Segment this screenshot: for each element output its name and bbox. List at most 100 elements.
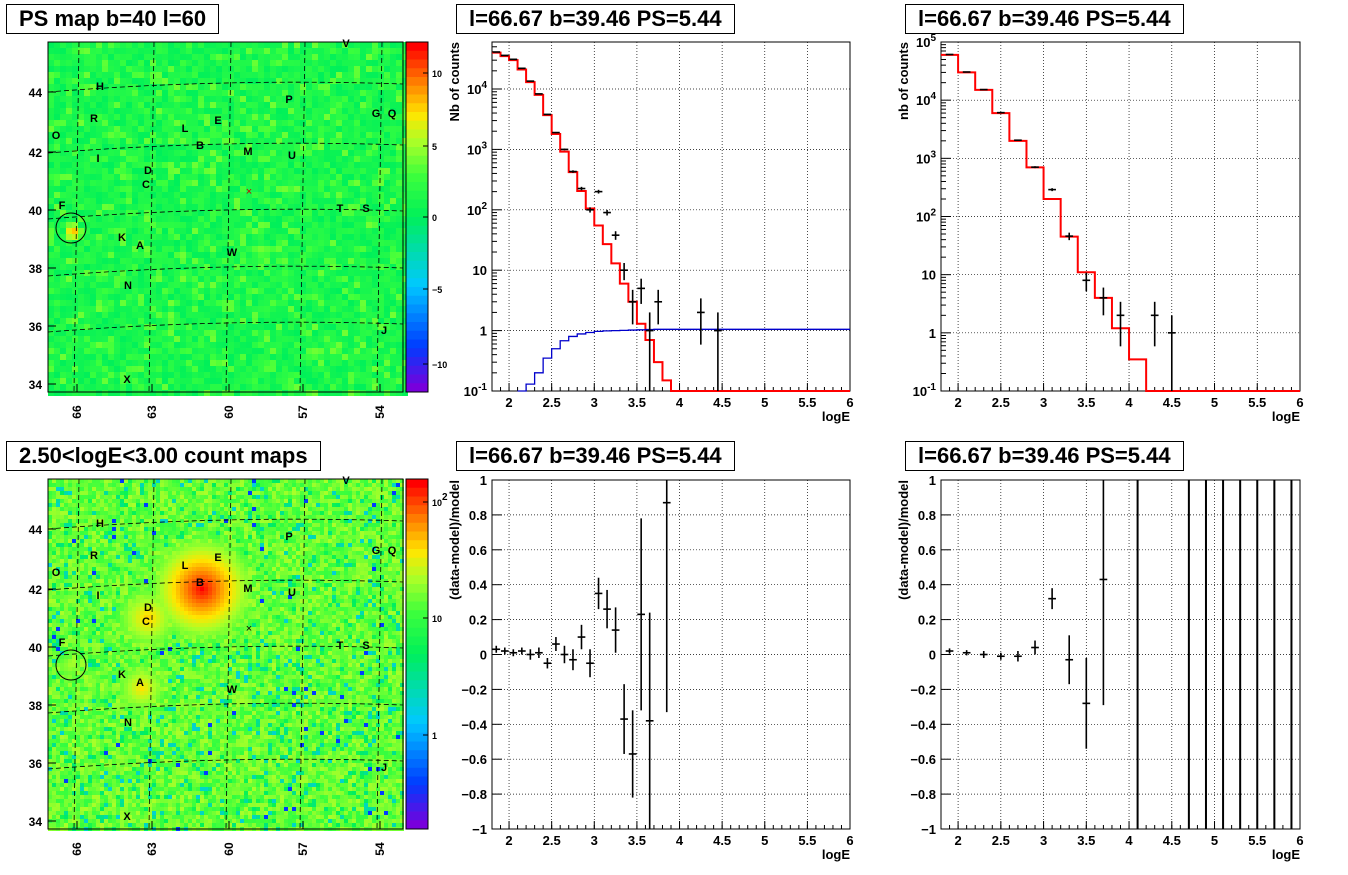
map-pixel xyxy=(80,503,84,507)
map-pixel xyxy=(378,342,384,348)
map-pixel xyxy=(228,499,232,503)
map-pixel xyxy=(390,390,396,396)
map-pixel xyxy=(164,503,168,507)
map-pixel xyxy=(392,503,396,507)
map-pixel xyxy=(138,300,144,306)
map-pixel xyxy=(162,240,168,246)
map-pixel xyxy=(246,222,252,228)
map-pixel xyxy=(240,372,246,378)
map-pixel xyxy=(108,192,114,198)
map-pixel xyxy=(234,54,240,60)
map-pixel xyxy=(240,491,244,495)
map-pixel xyxy=(288,162,294,168)
map-pixel xyxy=(330,60,336,66)
map-pixel xyxy=(188,483,192,487)
map-pixel xyxy=(384,222,390,228)
map-pixel xyxy=(222,150,228,156)
map-pixel xyxy=(108,108,114,114)
map-pixel xyxy=(78,384,84,390)
map-pixel xyxy=(240,162,246,168)
map-pixel xyxy=(318,216,324,222)
map-pixel xyxy=(228,192,234,198)
map-pixel xyxy=(120,114,126,120)
map-pixel xyxy=(324,144,330,150)
map-pixel xyxy=(132,515,136,519)
map-pixel xyxy=(324,96,330,102)
map-pixel xyxy=(306,192,312,198)
map-pixel xyxy=(264,126,270,132)
map-pixel xyxy=(132,294,138,300)
map-pixel xyxy=(72,318,78,324)
map-pixel xyxy=(222,252,228,258)
map-pixel xyxy=(282,204,288,210)
map-pixel xyxy=(288,384,294,390)
map-pixel xyxy=(114,312,120,318)
map-pixel xyxy=(210,168,216,174)
map-pixel xyxy=(234,336,240,342)
map-pixel xyxy=(352,495,356,499)
map-pixel xyxy=(180,294,186,300)
map-pixel xyxy=(402,294,408,300)
map-pixel xyxy=(360,210,366,216)
map-pixel xyxy=(324,156,330,162)
map-pixel xyxy=(372,300,378,306)
map-pixel xyxy=(156,198,162,204)
map-pixel xyxy=(192,487,196,491)
source-label: M xyxy=(243,146,252,158)
map-pixel xyxy=(234,216,240,222)
map-pixel xyxy=(252,276,258,282)
map-pixel xyxy=(336,342,342,348)
map-pixel xyxy=(162,234,168,240)
spectrum-panel-2: 2 2.5 3 3.5 4 4.5 5 5.5 610-1110102103104105logE… xyxy=(896,33,1304,424)
map-pixel xyxy=(388,495,392,499)
map-pixel xyxy=(132,228,138,234)
map-pixel xyxy=(354,162,360,168)
map-pixel xyxy=(258,54,264,60)
map-pixel xyxy=(312,150,318,156)
map-pixel xyxy=(288,499,292,503)
map-pixel xyxy=(156,66,162,72)
map-pixel xyxy=(354,54,360,60)
map-pixel xyxy=(84,156,90,162)
map-pixel xyxy=(72,390,78,396)
map-pixel xyxy=(282,390,288,396)
map-pixel xyxy=(150,342,156,348)
map-pixel xyxy=(246,252,252,258)
map-pixel xyxy=(162,264,168,270)
map-pixel xyxy=(156,348,162,354)
map-pixel xyxy=(306,216,312,222)
map-pixel xyxy=(270,342,276,348)
map-pixel xyxy=(244,519,248,523)
map-pixel xyxy=(66,276,72,282)
map-pixel xyxy=(156,483,160,487)
map-pixel xyxy=(288,354,294,360)
map-pixel xyxy=(174,270,180,276)
map-pixel xyxy=(108,228,114,234)
map-pixel xyxy=(102,138,108,144)
map-pixel xyxy=(184,487,188,491)
map-pixel xyxy=(162,360,168,366)
map-pixel xyxy=(164,495,168,499)
map-pixel xyxy=(54,120,60,126)
map-pixel xyxy=(210,276,216,282)
map-pixel xyxy=(270,42,276,48)
map-pixel xyxy=(54,306,60,312)
map-pixel xyxy=(96,216,102,222)
map-pixel xyxy=(348,222,354,228)
map-pixel xyxy=(96,360,102,366)
map-pixel xyxy=(228,378,234,384)
map-pixel xyxy=(390,144,396,150)
map-pixel xyxy=(204,507,208,511)
map-pixel xyxy=(186,282,192,288)
map-pixel xyxy=(264,120,270,126)
map-pixel xyxy=(124,483,128,487)
map-pixel xyxy=(232,491,236,495)
map-pixel xyxy=(216,102,222,108)
map-pixel xyxy=(402,246,408,252)
map-pixel xyxy=(72,234,78,240)
map-pixel xyxy=(246,168,252,174)
map-pixel xyxy=(396,60,402,66)
map-pixel xyxy=(60,515,64,519)
map-pixel xyxy=(90,192,96,198)
